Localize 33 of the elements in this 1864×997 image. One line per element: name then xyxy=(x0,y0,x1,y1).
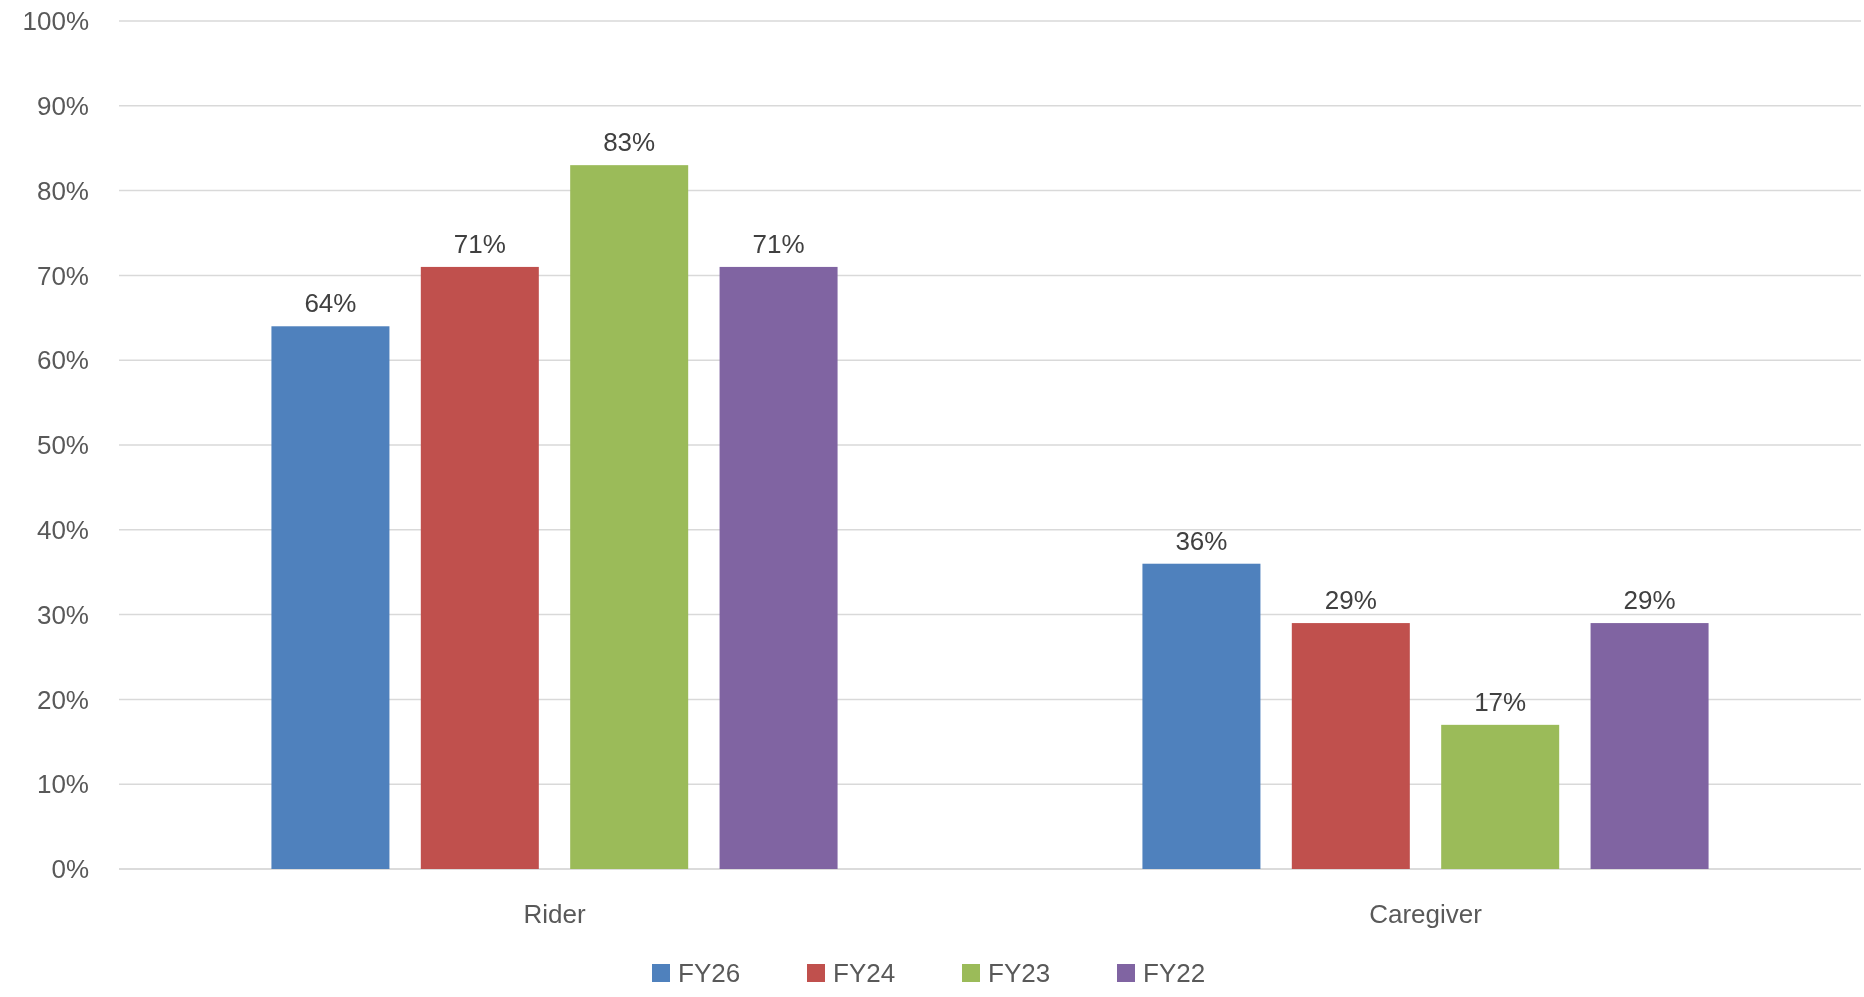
data-label: 64% xyxy=(304,288,357,319)
data-label: 17% xyxy=(1474,686,1527,717)
data-label: 83% xyxy=(603,127,656,158)
bar xyxy=(1142,563,1261,869)
legend-label: FY23 xyxy=(988,958,1051,988)
x-tick-label: Caregiver xyxy=(1369,899,1483,929)
bar xyxy=(1590,623,1709,869)
bar xyxy=(1441,724,1560,869)
y-tick-label: 100% xyxy=(22,6,89,37)
x-tick-label: Rider xyxy=(523,899,586,929)
y-tick-label: 80% xyxy=(36,175,89,206)
y-tick-label: 10% xyxy=(36,769,89,800)
legend-label: FY26 xyxy=(678,958,741,988)
y-tick-label: 90% xyxy=(36,90,89,121)
y-tick-label: 70% xyxy=(36,260,89,291)
legend-label: FY24 xyxy=(833,958,896,988)
y-tick-label: 60% xyxy=(36,345,89,376)
bar xyxy=(271,326,390,869)
data-label: 29% xyxy=(1324,585,1377,616)
y-tick-label: 0% xyxy=(51,854,89,885)
bar xyxy=(1291,623,1410,869)
bar xyxy=(420,266,539,869)
bar xyxy=(719,266,838,869)
y-tick-label: 50% xyxy=(36,430,89,461)
legend-label: FY22 xyxy=(1143,958,1206,988)
data-label: 71% xyxy=(453,228,506,259)
y-tick-label: 40% xyxy=(36,514,89,545)
data-label: 29% xyxy=(1623,585,1676,616)
y-tick-label: 30% xyxy=(36,599,89,630)
y-tick-label: 20% xyxy=(36,684,89,715)
data-label: 71% xyxy=(752,228,805,259)
bar xyxy=(570,165,689,869)
data-label: 36% xyxy=(1175,525,1228,556)
